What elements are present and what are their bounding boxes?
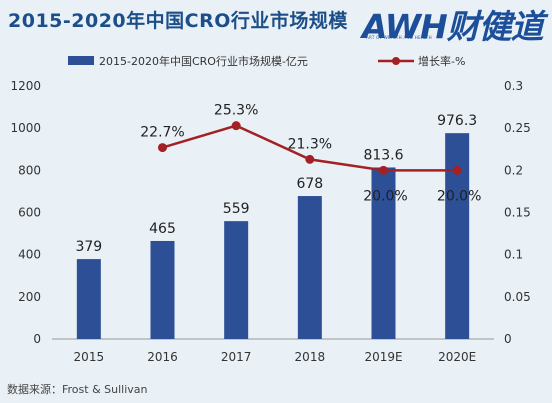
y-right-tick-label: 0.2 — [504, 163, 523, 177]
y-right-tick-label: 0 — [504, 332, 512, 346]
logo-main: AWH财健道 — [362, 7, 544, 46]
x-tick-label: 2017 — [221, 350, 252, 364]
growth-point — [158, 143, 167, 153]
bar-value-label: 379 — [75, 239, 102, 255]
x-tick-label: 2018 — [295, 350, 326, 364]
bar-value-label: 813.6 — [363, 147, 403, 163]
growth-value-label: 25.3% — [214, 103, 258, 119]
y-right-tick-label: 0.15 — [504, 206, 531, 220]
growth-value-label: 20.0% — [363, 188, 407, 204]
y-right-tick-label: 0.1 — [504, 248, 523, 262]
x-tick-label: 2019E — [364, 350, 402, 364]
growth-value-label: 20.0% — [437, 188, 481, 204]
bar-value-label: 465 — [149, 221, 176, 237]
growth-value-label: 21.3% — [288, 136, 332, 152]
growth-point — [452, 165, 462, 175]
growth-point — [231, 121, 241, 131]
legend-line-swatch — [378, 57, 414, 65]
bar — [224, 221, 249, 339]
y-right-tick-label: 0.05 — [504, 290, 531, 304]
y-left-tick-label: 1200 — [10, 79, 41, 93]
legend-bar-label: 2015-2020年中国CRO行业市场规模-亿元 — [99, 55, 308, 68]
legend: 2015-2020年中国CRO行业市场规模-亿元 增长率-% — [0, 52, 552, 70]
bar — [297, 196, 322, 339]
source-note: 数据来源：Frost & Sullivan — [7, 383, 148, 396]
bar — [445, 133, 470, 339]
legend-line-label: 增长率-% — [418, 55, 466, 68]
y-right-tick-label: 0.25 — [504, 121, 531, 135]
bar-value-label: 976.3 — [437, 113, 477, 129]
x-tick-label: 2015 — [74, 350, 105, 364]
bar — [76, 259, 101, 339]
growth-point — [379, 165, 388, 175]
growth-value-label: 22.7% — [140, 125, 184, 141]
bar-value-label: 678 — [296, 176, 323, 192]
x-tick-label: 2020E — [438, 350, 476, 364]
bar-value-label: 559 — [223, 201, 250, 217]
y-left-tick-label: 800 — [18, 163, 41, 177]
awh-logo: AWH财健道 ART OF WEALTH AND HEALTH — [362, 0, 548, 46]
y-left-tick-label: 400 — [18, 248, 41, 262]
chart-title: 2015-2020年中国CRO行业市场规模 — [8, 10, 348, 32]
bar — [371, 167, 396, 339]
y-left-tick-label: 0 — [33, 332, 41, 346]
y-right-tick-label: 0.3 — [504, 79, 523, 93]
x-tick-label: 2016 — [147, 350, 178, 364]
y-left-tick-label: 200 — [18, 290, 41, 304]
bar — [150, 240, 175, 339]
y-left-tick-label: 600 — [18, 206, 41, 220]
logo-sub: ART OF WEALTH AND HEALTH — [366, 35, 432, 40]
legend-bar-swatch — [68, 56, 94, 65]
y-left-tick-label: 1000 — [10, 121, 41, 135]
growth-point — [305, 154, 315, 164]
